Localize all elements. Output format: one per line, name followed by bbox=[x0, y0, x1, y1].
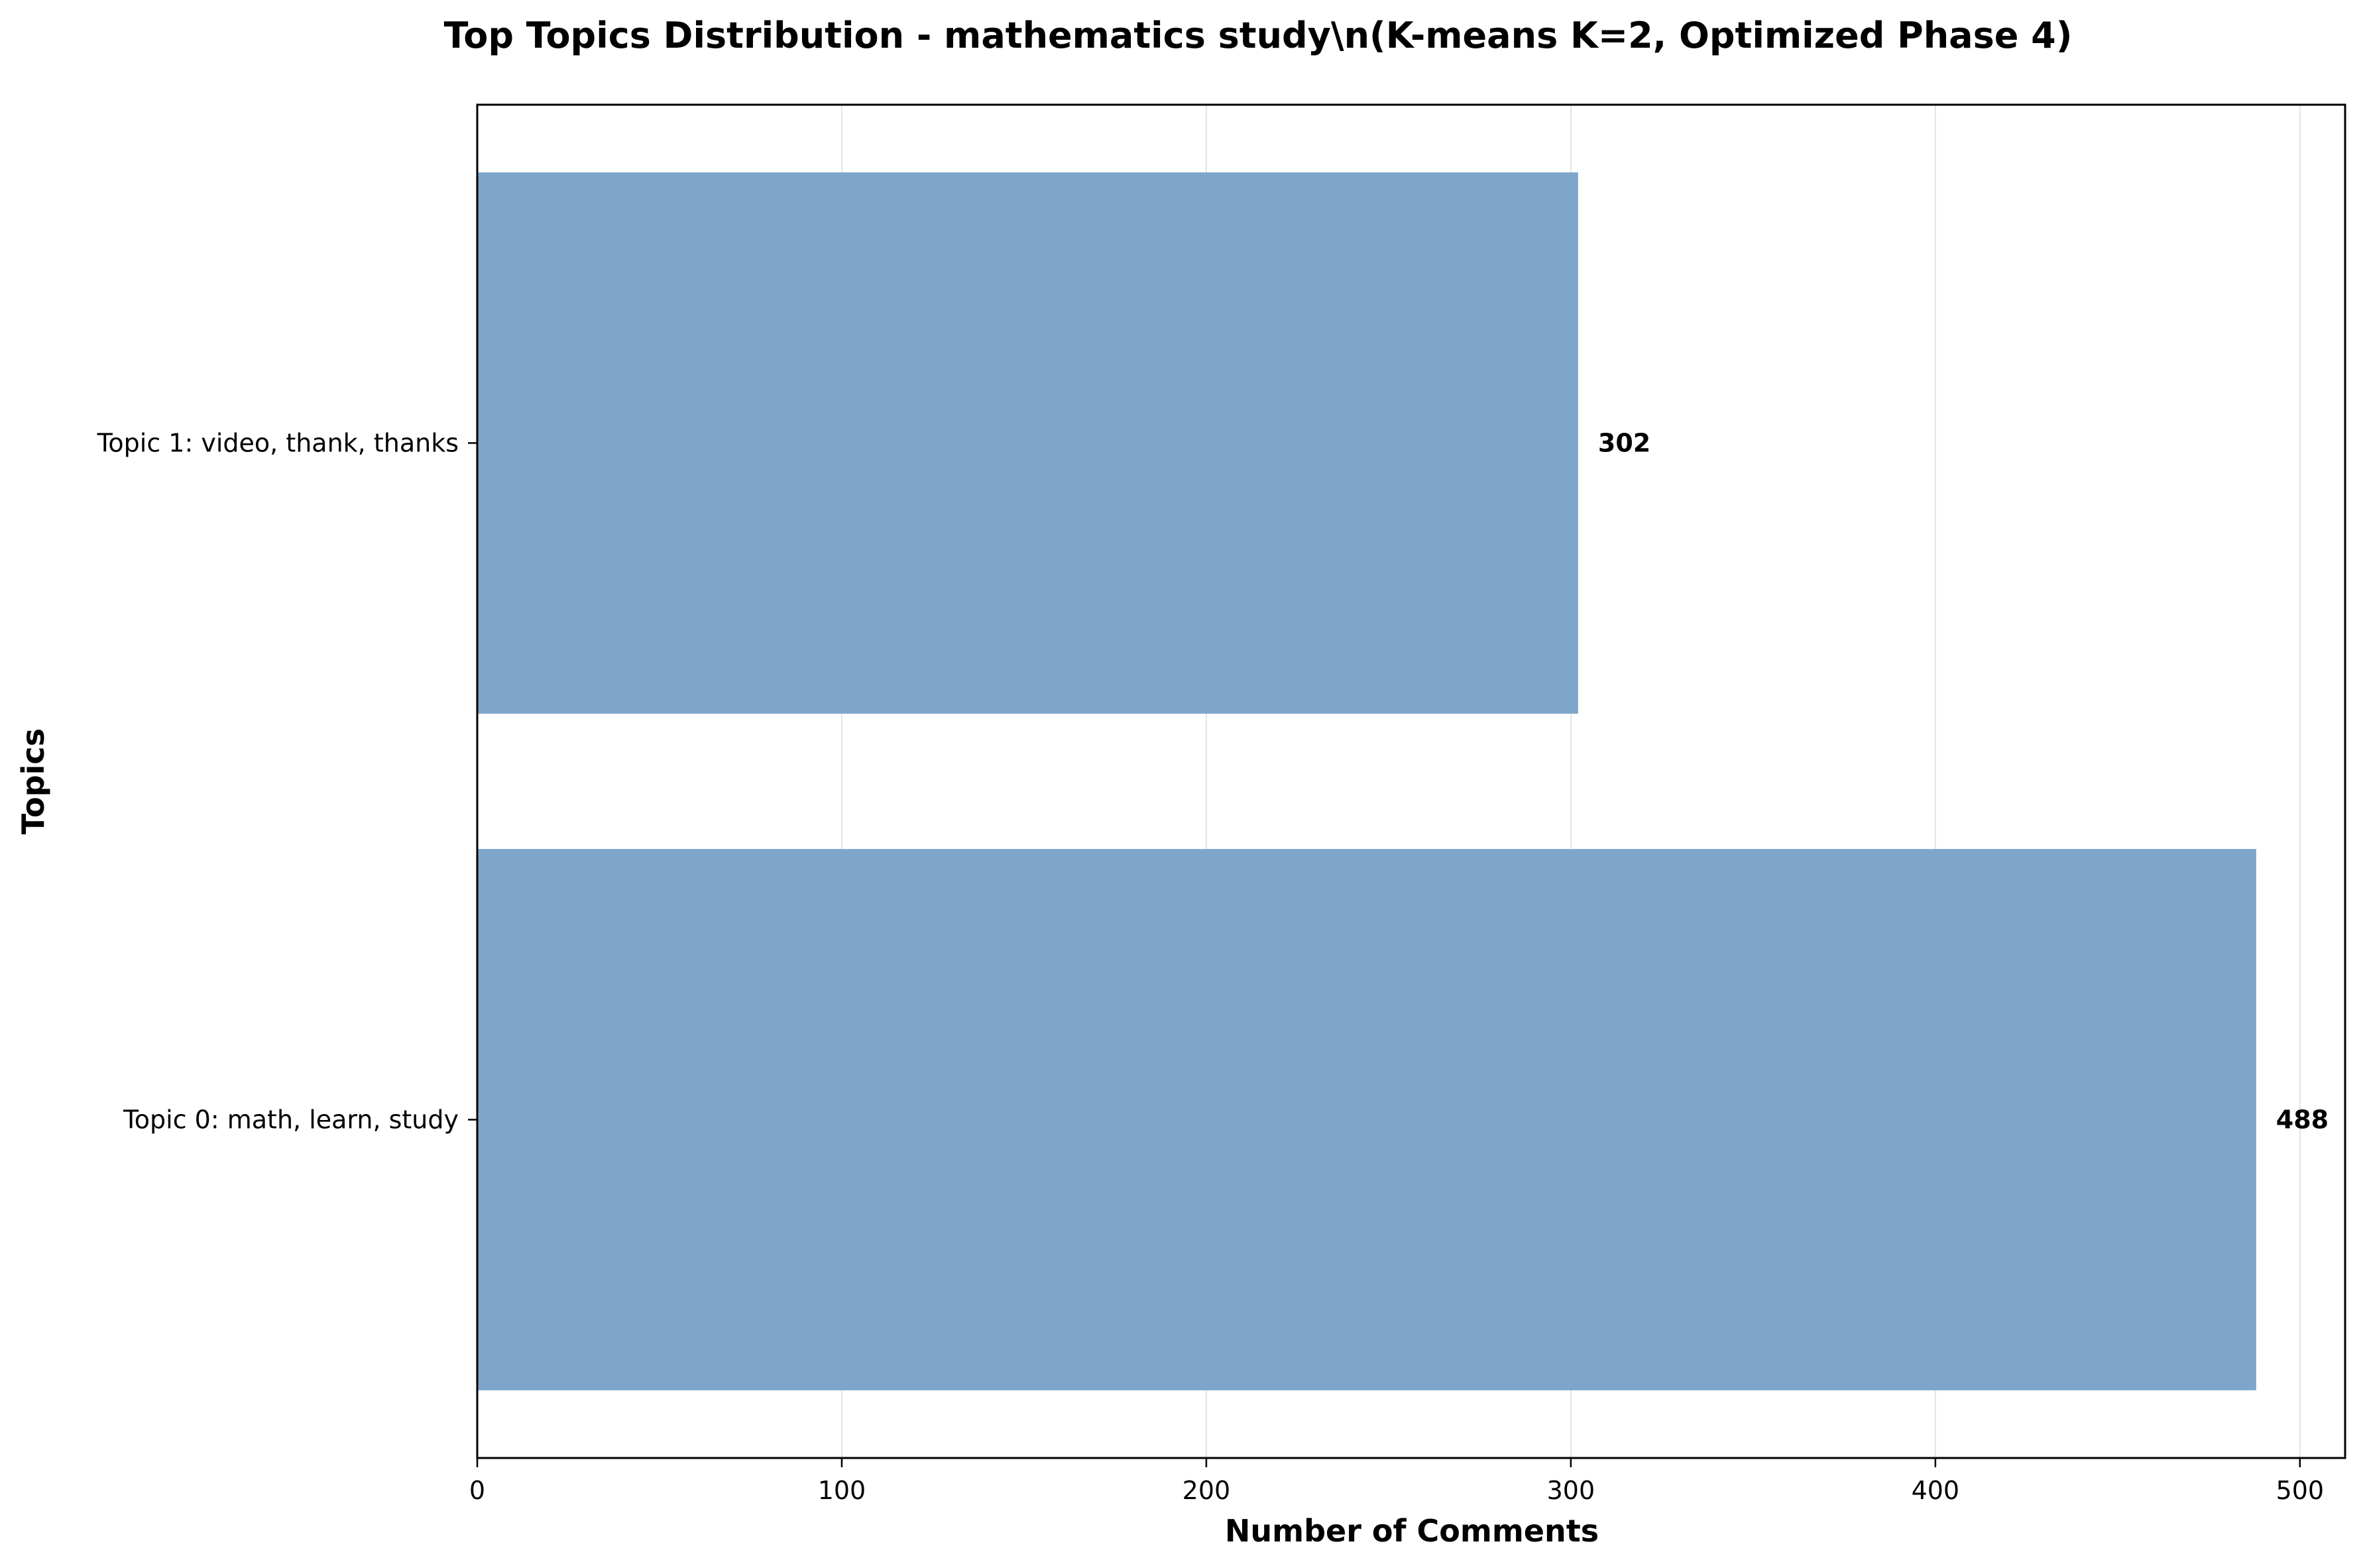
x-axis-label: Number of Comments bbox=[1225, 1513, 1599, 1549]
y-ticks: Topic 0: math, learn, study Topic 1: vide… bbox=[97, 429, 477, 1135]
x-tick-label: 100 bbox=[818, 1476, 866, 1505]
bar bbox=[477, 172, 1578, 714]
data-label: 488 bbox=[2276, 1105, 2329, 1135]
y-tick-label: Topic 1: video, thank, thanks bbox=[97, 429, 459, 458]
x-ticks: 0 100 200 300 400 500 bbox=[469, 1458, 2324, 1505]
data-labels: 488 302 bbox=[1598, 429, 2329, 1135]
x-tick-label: 500 bbox=[2276, 1476, 2325, 1505]
x-tick-label: 0 bbox=[469, 1476, 485, 1505]
y-axis-label: Topics bbox=[15, 728, 51, 834]
bars bbox=[477, 172, 2256, 1390]
data-label: 302 bbox=[1598, 429, 1650, 458]
bar bbox=[477, 849, 2256, 1390]
x-tick-label: 400 bbox=[1912, 1476, 1960, 1505]
x-tick-label: 300 bbox=[1547, 1476, 1595, 1505]
plot-frame bbox=[476, 103, 2346, 1459]
chart-title: Top Topics Distribution - mathematics st… bbox=[444, 15, 2073, 56]
x-tick-label: 200 bbox=[1182, 1476, 1231, 1505]
y-tick-label: Topic 0: math, learn, study bbox=[123, 1105, 459, 1135]
